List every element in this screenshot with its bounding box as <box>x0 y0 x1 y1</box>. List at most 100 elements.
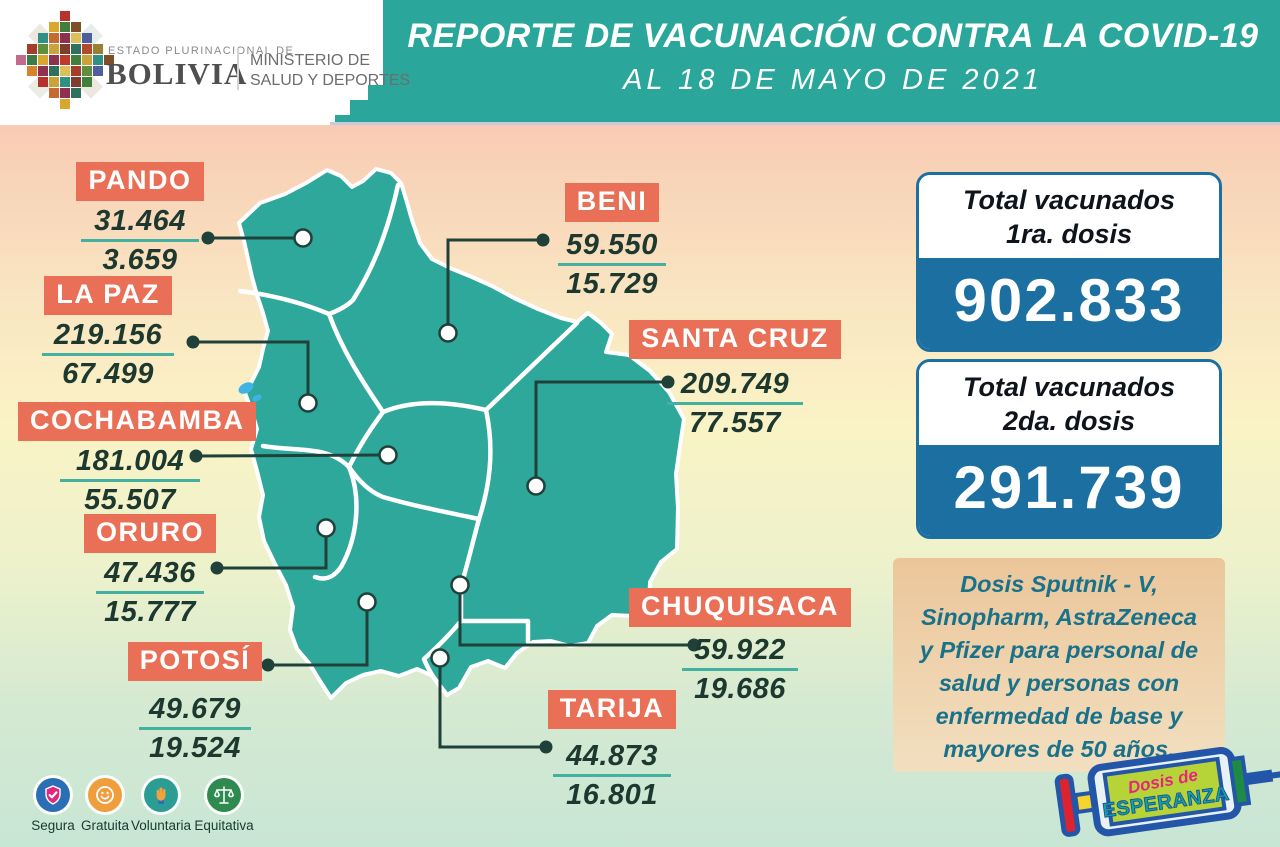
note-line: y Pfizer para personal de <box>919 637 1199 663</box>
map-marker-santacruz <box>526 476 546 496</box>
badge-equitativa: Equitativa <box>182 778 266 833</box>
total-first-dose-box: Total vacunados 1ra. dosis 902.833 <box>916 172 1222 352</box>
total-first-dose-label: Total vacunados 1ra. dosis <box>919 175 1219 258</box>
dose-separator <box>81 239 199 243</box>
department-label: BENI <box>564 183 660 222</box>
total-second-dose-box: Total vacunados 2da. dosis 291.739 <box>916 359 1222 539</box>
label-dots <box>186 231 701 754</box>
shield-check-icon <box>36 778 70 812</box>
map-marker-oruro <box>316 518 336 538</box>
department-label: ORURO <box>84 514 216 553</box>
header: ESTADO PLURINACIONAL DE BOLIVIA MINISTER… <box>0 0 1280 125</box>
badge-voluntaria: Voluntaria <box>119 778 203 833</box>
map-marker-potosi <box>357 592 377 612</box>
second-dose-value: 55.507 <box>84 484 176 517</box>
syringe-icon <box>1054 747 1280 837</box>
department-label: TARIJA <box>547 690 677 729</box>
first-dose-value: 59.922 <box>694 634 786 666</box>
note-line: salud y personas con <box>938 670 1180 696</box>
map-marker-pando <box>293 228 313 248</box>
second-dose-value: 16.801 <box>566 779 658 812</box>
map-marker-lapaz <box>298 393 318 413</box>
connector-cochabamba <box>195 453 389 458</box>
bolivia-emblem <box>16 11 114 109</box>
ministry-name: MINISTERIO DE SALUD Y DEPORTES <box>250 51 410 91</box>
connector-lapaz <box>193 340 310 403</box>
first-dose-value: 181.004 <box>75 445 185 477</box>
first-dose-value: 219.156 <box>53 319 163 351</box>
first-dose-value: 59.550 <box>566 229 658 261</box>
lake-titicaca <box>238 382 262 402</box>
badge-label: Gratuita <box>80 818 130 833</box>
dose-separator <box>60 479 200 483</box>
brand-small-text: ESTADO PLURINACIONAL DE <box>108 45 295 57</box>
header-background <box>0 0 1280 125</box>
ministry-line1: MINISTERIO DE <box>250 52 371 69</box>
dose-separator <box>553 774 671 778</box>
first-dose-value: 44.873 <box>566 740 658 772</box>
department-block-oruro: ORURO 47.436 15.777 <box>45 514 255 629</box>
connector-potosi <box>268 602 369 667</box>
connector-chuquisaca <box>458 585 694 647</box>
page-title: REPORTE DE VACUNACIÓN CONTRA LA COVID-19 <box>407 17 1259 55</box>
first-dose-value: 47.436 <box>104 557 196 589</box>
first-dose-value: 31.464 <box>94 205 186 237</box>
badge-segura: Segura <box>11 778 95 833</box>
badge-label: Segura <box>31 818 75 833</box>
total-first-dose-value: 902.833 <box>919 257 1219 349</box>
badge-label: Voluntaria <box>130 818 192 833</box>
connector-oruro <box>217 528 328 570</box>
first-dose-value: 209.749 <box>680 368 790 400</box>
second-dose-value: 67.499 <box>62 358 154 391</box>
department-block-tarija: TARIJA 44.873 16.801 <box>512 690 712 812</box>
second-dose-value: 19.686 <box>694 673 786 706</box>
balance-scales-icon <box>207 778 241 812</box>
department-block-beni: BENI 59.550 15.729 <box>512 183 712 301</box>
map-marker-chuquisaca <box>450 575 470 595</box>
total-second-dose-label: Total vacunados 2da. dosis <box>919 362 1219 445</box>
total-label-line1: Total vacunados <box>962 372 1176 402</box>
header-divider <box>330 122 1280 125</box>
department-label: COCHABAMBA <box>18 402 257 441</box>
first-dose-value: 49.679 <box>149 693 241 725</box>
second-dose-value: 3.659 <box>102 244 178 277</box>
connector-lines <box>193 236 694 749</box>
department-label: CHUQUISACA <box>628 588 851 627</box>
dose-separator <box>682 668 798 672</box>
dosis-de-esperanza-logo: Dosis de ESPERANZA <box>1054 747 1280 837</box>
ministry-line2: SALUD Y DEPORTES <box>250 72 411 89</box>
total-label-line1: Total vacunados <box>962 185 1176 215</box>
department-label: LA PAZ <box>44 276 172 315</box>
title-block: REPORTE DE VACUNACIÓN CONTRA LA COVID-19… <box>400 17 1266 97</box>
badge-gratuita: Gratuita <box>63 778 147 833</box>
total-second-dose-value: 291.739 <box>919 444 1219 536</box>
department-block-potosi: POTOSÍ 49.679 19.524 <box>95 642 295 765</box>
total-label-line2: 2da. dosis <box>1002 405 1136 436</box>
department-block-chuquisaca: CHUQUISACA 59.922 19.686 <box>628 588 852 706</box>
note-line: enfermedad de base y <box>935 703 1183 729</box>
department-block-lapaz: LA PAZ 219.156 67.499 <box>8 276 208 391</box>
map-marker-tarija <box>430 648 450 668</box>
department-block-santacruz: SANTA CRUZ 209.749 77.557 <box>623 320 847 440</box>
second-dose-value: 19.524 <box>149 732 241 765</box>
note-line: mayores de 50 años. <box>943 736 1175 762</box>
emblem-tiles <box>16 11 114 109</box>
department-block-pando: PANDO 31.464 3.659 <box>40 162 240 277</box>
department-label: SANTA CRUZ <box>629 320 841 359</box>
department-label: POTOSÍ <box>127 642 263 681</box>
second-dose-value: 77.557 <box>689 407 781 440</box>
total-label-line2: 1ra. dosis <box>1005 218 1133 249</box>
brand-country: BOLIVIA <box>106 56 248 91</box>
brand-divider <box>237 48 239 90</box>
dose-separator <box>96 591 204 595</box>
connector-tarija <box>438 658 546 749</box>
connector-beni <box>446 238 543 333</box>
note-line: Dosis Sputnik - V, <box>960 571 1158 597</box>
smiley-icon <box>88 778 122 812</box>
badge-label: Equitativa <box>194 818 254 833</box>
map-marker-cochabamba <box>378 445 398 465</box>
map-marker-beni <box>438 323 458 343</box>
note-line: Sinopharm, AstraZeneca <box>921 604 1197 630</box>
second-dose-value: 15.729 <box>566 268 658 301</box>
